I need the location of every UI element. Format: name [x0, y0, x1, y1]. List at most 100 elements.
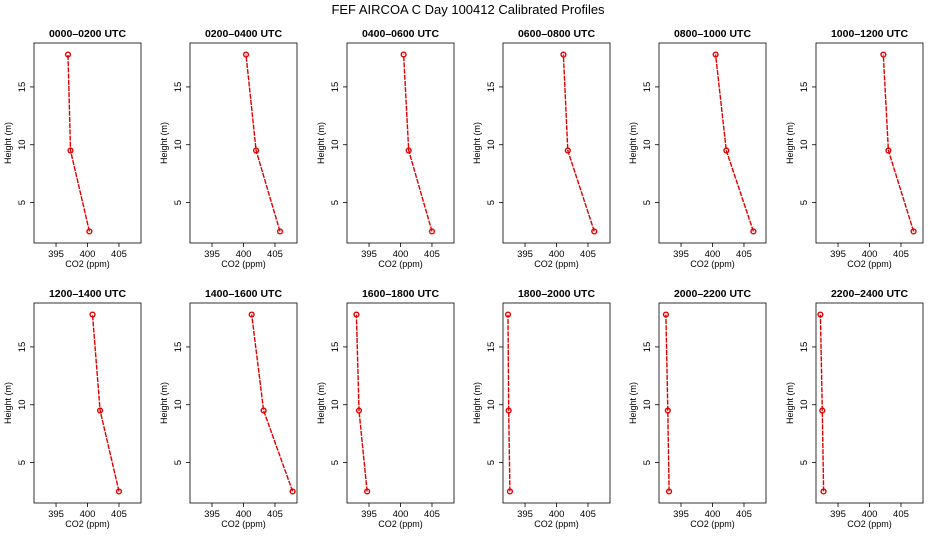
- y-tick-label: 5: [330, 200, 341, 205]
- profile-line: [245, 54, 281, 232]
- x-tick-label: 405: [111, 509, 127, 520]
- x-axis-label: CO2 (ppm): [534, 259, 579, 269]
- plot-frame: [189, 42, 298, 244]
- x-axis-label: CO2 (ppm): [65, 259, 110, 269]
- x-tick-label: 405: [267, 509, 283, 520]
- data-point: [400, 51, 407, 58]
- data-point: [880, 51, 887, 58]
- y-tick-label: 5: [486, 200, 497, 205]
- y-tick-label: 15: [17, 342, 28, 353]
- data-point: [505, 407, 512, 414]
- x-tick-label: 400: [549, 249, 565, 260]
- y-tick-label: 10: [642, 399, 653, 410]
- x-tick-label: 405: [424, 509, 440, 520]
- x-axis-label: CO2 (ppm): [221, 519, 266, 529]
- y-tick-label: 10: [330, 139, 341, 150]
- data-point: [260, 407, 267, 414]
- data-point: [428, 228, 436, 235]
- data-point: [506, 488, 514, 495]
- y-axis-label: Height (m): [316, 382, 326, 424]
- y-axis-label: Height (m): [316, 122, 326, 164]
- panel-title: 0800–1000 UTC: [674, 28, 751, 40]
- data-point: [723, 147, 730, 154]
- x-tick-label: 405: [580, 249, 596, 260]
- panel-title: 1800–2000 UTC: [518, 288, 595, 300]
- data-point: [504, 311, 512, 318]
- y-tick-label: 15: [642, 82, 653, 93]
- data-point: [405, 147, 412, 154]
- profile-line: [562, 54, 595, 232]
- x-tick-label: 405: [111, 249, 127, 260]
- x-tick-label: 400: [80, 249, 96, 260]
- plot-frame: [815, 42, 924, 244]
- data-point: [353, 311, 360, 318]
- plot-frame: [33, 302, 142, 504]
- y-tick-label: 15: [799, 82, 810, 93]
- x-tick-label: 400: [549, 509, 565, 520]
- y-tick-label: 15: [173, 82, 184, 93]
- data-point: [276, 228, 284, 235]
- x-tick-label: 395: [361, 509, 377, 520]
- panel-title: 2200–2400 UTC: [831, 288, 908, 300]
- profile-line: [402, 54, 433, 232]
- profile-line: [251, 314, 294, 492]
- plot-frame: [189, 302, 298, 504]
- x-tick-label: 400: [236, 249, 252, 260]
- y-tick-label: 15: [486, 82, 497, 93]
- data-point: [817, 311, 824, 318]
- y-tick-label: 5: [17, 460, 28, 465]
- y-axis-label: Height (m): [159, 382, 169, 424]
- data-point: [910, 228, 917, 235]
- x-tick-label: 400: [80, 509, 96, 520]
- y-axis-label: Height (m): [472, 382, 482, 424]
- y-tick-label: 10: [799, 139, 810, 150]
- x-tick-label: 395: [517, 509, 533, 520]
- data-point: [64, 51, 72, 58]
- y-axis-label: Height (m): [3, 382, 13, 424]
- y-tick-label: 5: [173, 460, 184, 465]
- data-point: [96, 407, 104, 414]
- y-tick-label: 15: [330, 82, 341, 93]
- data-point: [242, 51, 250, 58]
- data-point: [89, 311, 96, 318]
- x-tick-label: 395: [361, 249, 377, 260]
- y-tick-label: 10: [486, 399, 497, 410]
- x-tick-label: 405: [893, 509, 909, 520]
- x-tick-label: 405: [267, 249, 283, 260]
- x-axis-label: CO2 (ppm): [378, 519, 423, 529]
- panel-title: 1600–1800 UTC: [362, 288, 439, 300]
- x-tick-label: 395: [673, 509, 689, 520]
- y-tick-label: 5: [173, 200, 184, 205]
- x-tick-label: 395: [830, 249, 846, 260]
- x-tick-label: 405: [893, 249, 909, 260]
- y-tick-label: 10: [173, 139, 184, 150]
- profile-line: [882, 54, 915, 232]
- y-axis-label: Height (m): [785, 382, 795, 424]
- profile-line: [507, 314, 511, 492]
- x-tick-label: 395: [830, 509, 846, 520]
- data-point: [355, 407, 363, 414]
- x-tick-label: 400: [862, 249, 878, 260]
- x-axis-label: CO2 (ppm): [534, 519, 579, 529]
- y-axis-label: Height (m): [472, 122, 482, 164]
- y-axis-label: Height (m): [628, 382, 638, 424]
- x-tick-label: 400: [236, 509, 252, 520]
- plot-frame: [346, 302, 455, 504]
- plot-frame: [815, 302, 924, 504]
- x-tick-label: 400: [705, 249, 721, 260]
- profile-line: [714, 54, 755, 232]
- y-axis-label: Height (m): [159, 122, 169, 164]
- y-axis-label: Height (m): [3, 122, 13, 164]
- y-tick-label: 15: [486, 342, 497, 353]
- profile-line: [67, 54, 91, 232]
- x-axis-label: CO2 (ppm): [221, 259, 266, 269]
- x-tick-label: 405: [580, 509, 596, 520]
